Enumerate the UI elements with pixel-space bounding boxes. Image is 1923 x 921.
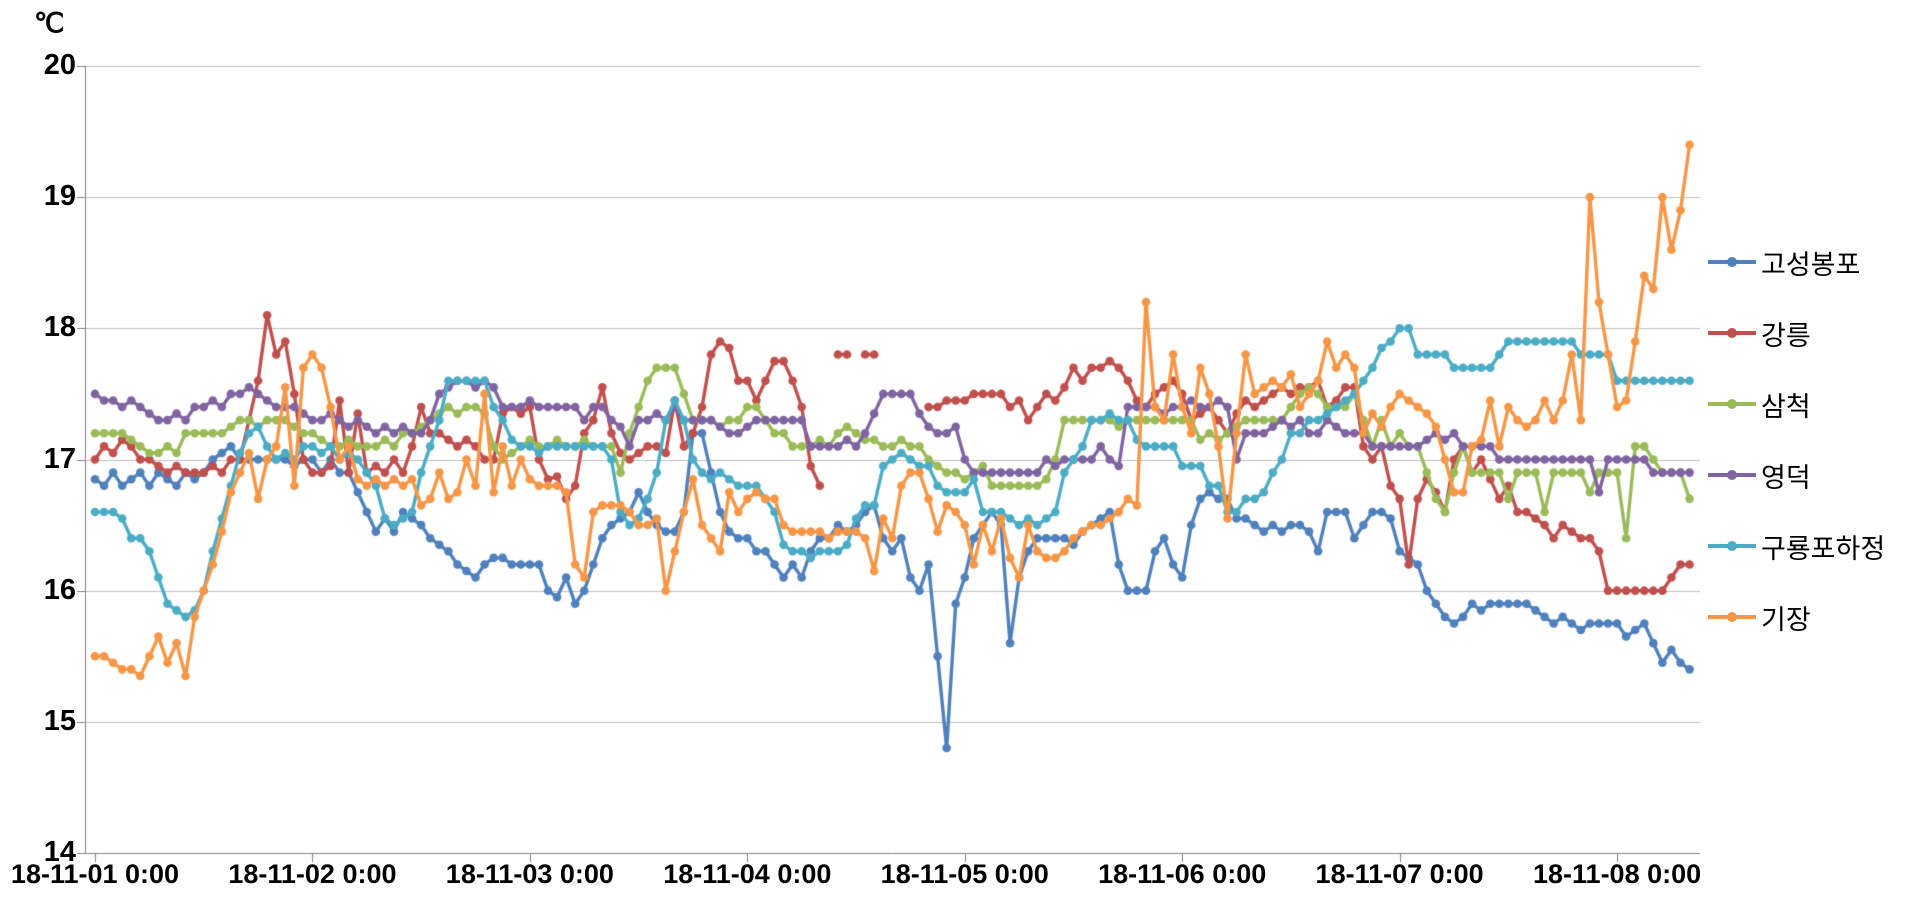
x-tick-label: 18-11-02 0:00 — [228, 859, 397, 889]
legend-item-yeongdeok: 영덕 — [1708, 460, 1811, 493]
y-tick-label: 15 — [43, 704, 76, 737]
y-tick-label: 17 — [43, 442, 76, 475]
legend-item-gangneung: 강릉 — [1708, 318, 1811, 351]
x-tick-label: 18-11-06 0:00 — [1098, 859, 1267, 889]
x-tick-label: 18-11-03 0:00 — [445, 859, 614, 889]
legend-label: 고성봉포 — [1761, 249, 1861, 280]
x-tick-label: 18-11-01 0:00 — [10, 859, 180, 889]
legend-line-marker-icon — [1708, 318, 1756, 348]
x-tick-label: 18-11-08 0:00 — [1533, 859, 1702, 889]
legend-label: 강릉 — [1761, 320, 1811, 351]
legend-line-marker-icon — [1708, 389, 1756, 419]
x-tick-label: 18-11-07 0:00 — [1315, 859, 1484, 889]
legend-label: 영덕 — [1761, 462, 1811, 493]
legend-item-samcheok: 삼척 — [1708, 389, 1811, 422]
legend-label: 기장 — [1761, 604, 1811, 635]
legend-item-goseongbongpo: 고성봉포 — [1708, 247, 1860, 280]
y-tick-label: 18 — [43, 311, 76, 344]
x-tick-label: 18-11-04 0:00 — [663, 859, 832, 889]
y-tick-label: 14 — [43, 836, 76, 868]
y-tick-label: 19 — [43, 180, 76, 213]
y-tick-label: 20 — [43, 49, 76, 81]
legend-line-marker-icon — [1708, 602, 1756, 632]
y-tick-label: 16 — [43, 573, 76, 606]
legend-label: 구룡포하정 — [1761, 533, 1886, 564]
legend-item-gijang: 기장 — [1708, 602, 1811, 635]
legend-label: 삼척 — [1761, 391, 1811, 422]
legend-line-marker-icon — [1708, 247, 1756, 277]
legend-line-marker-icon — [1708, 460, 1756, 490]
x-tick-label: 18-11-05 0:00 — [880, 859, 1049, 889]
legend-item-guryongpohajeong: 구룡포하정 — [1708, 531, 1885, 564]
legend-line-marker-icon — [1708, 531, 1756, 561]
